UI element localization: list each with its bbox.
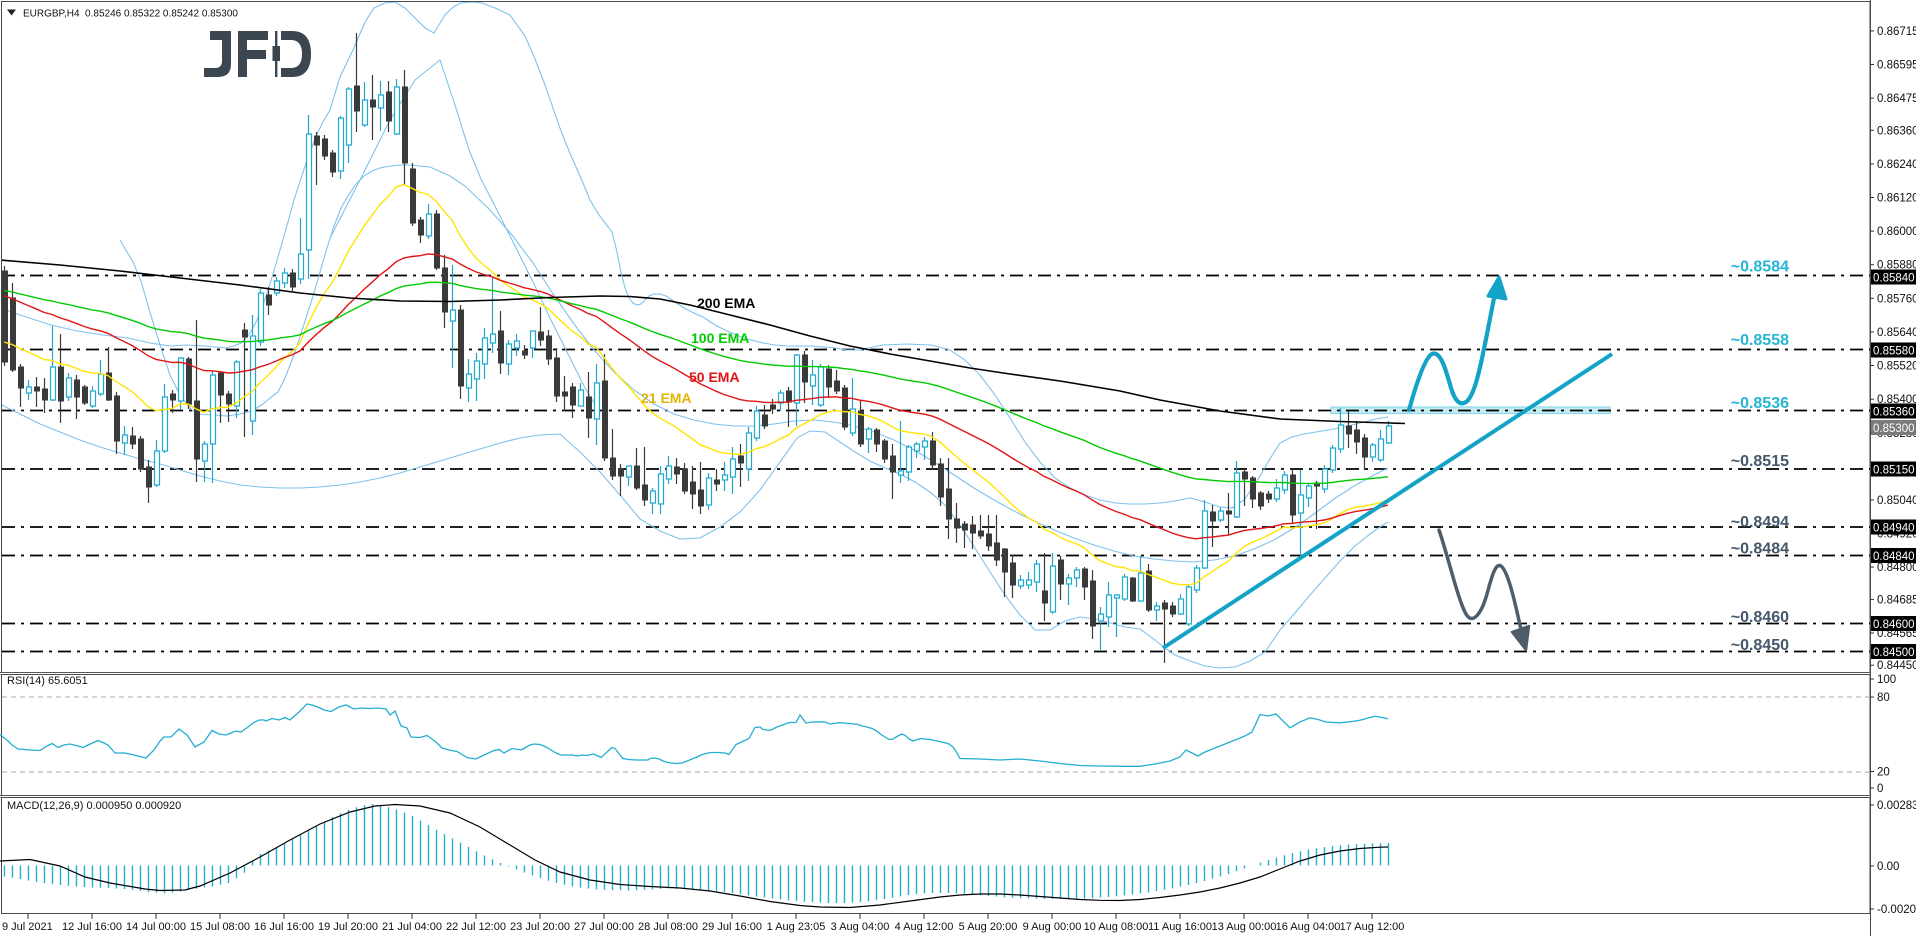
svg-text:0.85360: 0.85360 xyxy=(1873,407,1915,419)
svg-text:16 Aug 04:00: 16 Aug 04:00 xyxy=(1276,921,1341,933)
svg-text:0.002837: 0.002837 xyxy=(1877,800,1916,812)
svg-text:100 EMA: 100 EMA xyxy=(691,330,749,346)
svg-text:9 Aug 00:00: 9 Aug 00:00 xyxy=(1023,921,1082,933)
svg-text:-0.002074: -0.002074 xyxy=(1877,904,1916,916)
svg-text:17 Aug 12:00: 17 Aug 12:00 xyxy=(1340,921,1405,933)
svg-text:~0.8558: ~0.8558 xyxy=(1731,332,1789,349)
svg-text:11 Aug 16:00: 11 Aug 16:00 xyxy=(1148,921,1212,933)
svg-text:200 EMA: 200 EMA xyxy=(697,295,755,311)
svg-text:12 Jul 16:00: 12 Jul 16:00 xyxy=(62,921,122,933)
svg-text:14 Jul 00:00: 14 Jul 00:00 xyxy=(126,921,186,933)
svg-text:0.00: 0.00 xyxy=(1877,861,1899,873)
svg-text:19 Jul 20:00: 19 Jul 20:00 xyxy=(318,921,378,933)
svg-text:0.85760: 0.85760 xyxy=(1877,293,1916,305)
svg-text:13 Aug 00:00: 13 Aug 00:00 xyxy=(1212,921,1277,933)
svg-text:3 Aug 04:00: 3 Aug 04:00 xyxy=(831,921,890,933)
svg-text:0.85300: 0.85300 xyxy=(1873,423,1915,435)
svg-text:0.85150: 0.85150 xyxy=(1873,465,1915,477)
svg-text:0.84450: 0.84450 xyxy=(1877,660,1916,672)
svg-text:21 Jul 04:00: 21 Jul 04:00 xyxy=(382,921,442,933)
svg-text:50 EMA: 50 EMA xyxy=(689,369,740,385)
svg-text:0.86475: 0.86475 xyxy=(1877,93,1916,105)
svg-text:~0.8536: ~0.8536 xyxy=(1731,395,1789,412)
svg-text:1 Aug 23:05: 1 Aug 23:05 xyxy=(767,921,826,933)
svg-text:9 Jul 2021: 9 Jul 2021 xyxy=(2,921,53,933)
svg-text:0.86595: 0.86595 xyxy=(1877,60,1916,72)
svg-text:0: 0 xyxy=(1877,783,1883,795)
svg-text:0.86715: 0.86715 xyxy=(1877,26,1916,38)
svg-text:~0.8515: ~0.8515 xyxy=(1731,453,1789,470)
svg-text:22 Jul 12:00: 22 Jul 12:00 xyxy=(446,921,506,933)
svg-text:0.85580: 0.85580 xyxy=(1873,346,1915,358)
svg-text:0.84940: 0.84940 xyxy=(1873,523,1915,535)
svg-text:15 Jul 08:00: 15 Jul 08:00 xyxy=(190,921,250,933)
svg-text:0.85880: 0.85880 xyxy=(1877,260,1916,272)
svg-text:0.85400: 0.85400 xyxy=(1877,394,1916,406)
svg-text:~0.8484: ~0.8484 xyxy=(1731,541,1789,558)
svg-text:29 Jul 16:00: 29 Jul 16:00 xyxy=(702,921,762,933)
svg-text:0.85840: 0.85840 xyxy=(1873,273,1915,285)
svg-text:21 EMA: 21 EMA xyxy=(641,390,692,406)
svg-text:27 Jul 00:00: 27 Jul 00:00 xyxy=(574,921,634,933)
svg-text:0.86120: 0.86120 xyxy=(1877,193,1916,205)
svg-text:0.84600: 0.84600 xyxy=(1873,619,1915,631)
svg-text:4 Aug 12:00: 4 Aug 12:00 xyxy=(895,921,954,933)
svg-text:0.85520: 0.85520 xyxy=(1877,361,1916,373)
svg-text:0.84800: 0.84800 xyxy=(1877,562,1916,574)
svg-text:0.85640: 0.85640 xyxy=(1877,327,1916,339)
svg-text:0.84840: 0.84840 xyxy=(1873,551,1915,563)
svg-text:5 Aug 20:00: 5 Aug 20:00 xyxy=(959,921,1018,933)
svg-text:MACD(12,26,9) 0.000950 0.00092: MACD(12,26,9) 0.000950 0.000920 xyxy=(7,800,181,812)
svg-text:16 Jul 16:00: 16 Jul 16:00 xyxy=(254,921,314,933)
svg-text:23 Jul 20:00: 23 Jul 20:00 xyxy=(510,921,570,933)
svg-text:~0.8584: ~0.8584 xyxy=(1731,259,1789,276)
svg-text:~0.8494: ~0.8494 xyxy=(1731,514,1789,531)
svg-text:80: 80 xyxy=(1877,692,1890,704)
svg-text:10 Aug 08:00: 10 Aug 08:00 xyxy=(1084,921,1149,933)
svg-text:~0.8450: ~0.8450 xyxy=(1731,637,1789,654)
svg-text:EURGBP,H4 0.85246 0.85322 0.8: EURGBP,H4 0.85246 0.85322 0.85242 0.8530… xyxy=(23,9,238,20)
svg-text:0.86000: 0.86000 xyxy=(1877,226,1916,238)
svg-text:20: 20 xyxy=(1877,767,1890,779)
svg-text:0.86240: 0.86240 xyxy=(1877,159,1916,171)
svg-text:0.86360: 0.86360 xyxy=(1877,125,1916,137)
svg-text:28 Jul 08:00: 28 Jul 08:00 xyxy=(638,921,698,933)
svg-text:0.84685: 0.84685 xyxy=(1877,594,1916,606)
svg-text:100: 100 xyxy=(1877,674,1896,686)
svg-text:0.85040: 0.85040 xyxy=(1877,495,1916,507)
svg-text:RSI(14) 65.6051: RSI(14) 65.6051 xyxy=(7,675,88,687)
svg-text:~0.8460: ~0.8460 xyxy=(1731,609,1789,626)
svg-text:0.84500: 0.84500 xyxy=(1873,647,1915,659)
